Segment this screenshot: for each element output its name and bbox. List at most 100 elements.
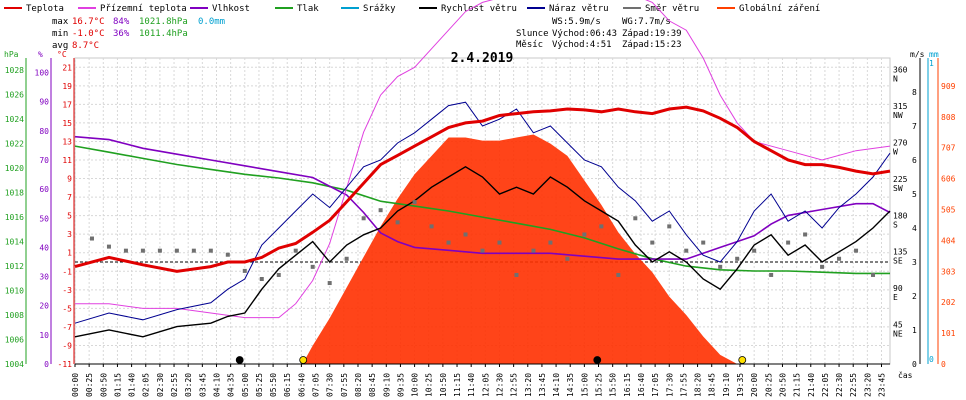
humidity-line (74, 135, 891, 260)
time-tick: 11:15 (453, 373, 462, 397)
dir-name: N (893, 75, 898, 84)
wind-dir-point (803, 232, 808, 237)
time-tick: 07:05 (312, 373, 321, 397)
dir-name: NE (893, 330, 903, 339)
wind-dir-point (752, 248, 757, 253)
hum-tick: 40 (39, 243, 49, 252)
moonrise-marker (235, 356, 244, 364)
temp-tick: 1 (67, 249, 72, 258)
stat-min-hum: 36% (113, 29, 130, 39)
stat-max-hum: 84% (113, 17, 130, 27)
time-tick: 19:35 (736, 373, 745, 397)
rad-tick: 707 (941, 144, 956, 153)
radiation-area (302, 134, 738, 364)
dir-tick: 315 (893, 102, 908, 111)
wind-unit: m/s (910, 50, 925, 59)
wind-dir-point (310, 264, 315, 269)
wind-dir-point (650, 240, 655, 245)
time-tick: 06:15 (283, 373, 292, 397)
rain-unit: mm (929, 50, 939, 59)
wind-dir-point (242, 268, 247, 273)
wind-dir-point (684, 248, 689, 253)
time-tick: 12:05 (481, 373, 490, 397)
time-tick: 11:40 (467, 373, 476, 397)
wind-dir-point (293, 248, 298, 253)
wind-dir-point (463, 232, 468, 237)
wind-tick: 8 (912, 88, 917, 97)
wind-dir-point (599, 224, 604, 229)
time-tick: 14:10 (552, 373, 561, 397)
wind-dir-point (429, 224, 434, 229)
chart-date: 2.4.2019 (451, 51, 514, 66)
pressure-line (74, 145, 890, 275)
stat-max-temp: 16.7°C (72, 17, 105, 27)
dir-tick: 270 (893, 138, 908, 147)
time-tick: 05:50 (269, 373, 278, 397)
wind-dir-point (123, 248, 128, 253)
temp-tick: 3 (67, 230, 72, 239)
dir-name: SE (893, 257, 903, 266)
time-tick: 09:35 (396, 373, 405, 397)
press-tick: 1004 (5, 360, 24, 369)
time-tick: 10:25 (425, 373, 434, 397)
rad-tick: 909 (941, 82, 956, 91)
wind-dir-point (871, 272, 876, 277)
wind-dir-point (140, 248, 145, 253)
stat-min-press: 1011.4hPa (139, 29, 188, 39)
time-tick: 01:15 (113, 373, 122, 397)
time-tick: 13:20 (524, 373, 533, 397)
legend-label: Rychlost větru (441, 4, 517, 14)
wind-dir-point (633, 216, 638, 221)
wind-dir-point (89, 236, 94, 241)
wind-dir-point (480, 248, 485, 253)
temp-tick: 21 (62, 63, 72, 72)
hum-tick: 10 (39, 331, 49, 340)
dir-tick: 225 (893, 175, 908, 184)
press-tick: 1010 (5, 287, 24, 296)
press-tick: 1008 (5, 311, 24, 320)
sun-moon-panel: WS:5.9m/s WG:7.7m/s Slunce Východ:06:43 … (516, 17, 682, 50)
rad-tick: 606 (941, 175, 956, 184)
dir-name: SW (893, 184, 903, 193)
time-tick: 16:15 (623, 373, 632, 397)
time-tick: 15:50 (609, 373, 618, 397)
time-tick: 08:45 (368, 373, 377, 397)
time-tick: 02:05 (142, 373, 151, 397)
wind-dir-point (446, 240, 451, 245)
wind-dir-point (497, 240, 502, 245)
stat-max-label: max (52, 17, 69, 27)
wind-dir-point (548, 240, 553, 245)
temp-tick: 13 (62, 137, 72, 146)
wind-dir-point (786, 240, 791, 245)
time-tick: 03:20 (184, 373, 193, 397)
temp-tick: -9 (62, 341, 72, 350)
wind-dir-point (276, 272, 281, 277)
sunrise-time: Východ:06:43 (552, 29, 617, 39)
time-tick: 20:50 (778, 373, 787, 397)
wind-dir-point (514, 272, 519, 277)
time-tick: 13:45 (538, 373, 547, 397)
time-tick: 12:30 (495, 373, 504, 397)
press-tick: 1026 (5, 91, 24, 100)
legend-label: Tlak (297, 4, 319, 14)
dir-name: S (893, 220, 898, 229)
time-tick: 05:25 (255, 373, 264, 397)
legend-label: Přízemní teplota (100, 4, 187, 14)
temp-tick: -5 (62, 304, 72, 313)
wind-dir-point (259, 277, 264, 281)
legend-label: Vlhkost (212, 4, 250, 14)
hum-tick: 50 (39, 214, 49, 223)
wind-dir-point (191, 248, 196, 253)
ground-temp-line (75, 0, 891, 319)
dir-name: NW (893, 111, 903, 120)
moonset-marker (593, 356, 602, 364)
rad-tick: 303 (941, 267, 956, 276)
moon-label: Měsíc (516, 40, 543, 50)
wind-dir-point (616, 272, 621, 277)
wind-dir-point (565, 256, 570, 261)
rain-tick: 1 (929, 59, 934, 68)
temp-tick: 5 (67, 212, 72, 221)
hum-tick: 30 (39, 273, 49, 282)
wind-dir-point (820, 264, 825, 269)
wind-dir-point (718, 264, 723, 269)
